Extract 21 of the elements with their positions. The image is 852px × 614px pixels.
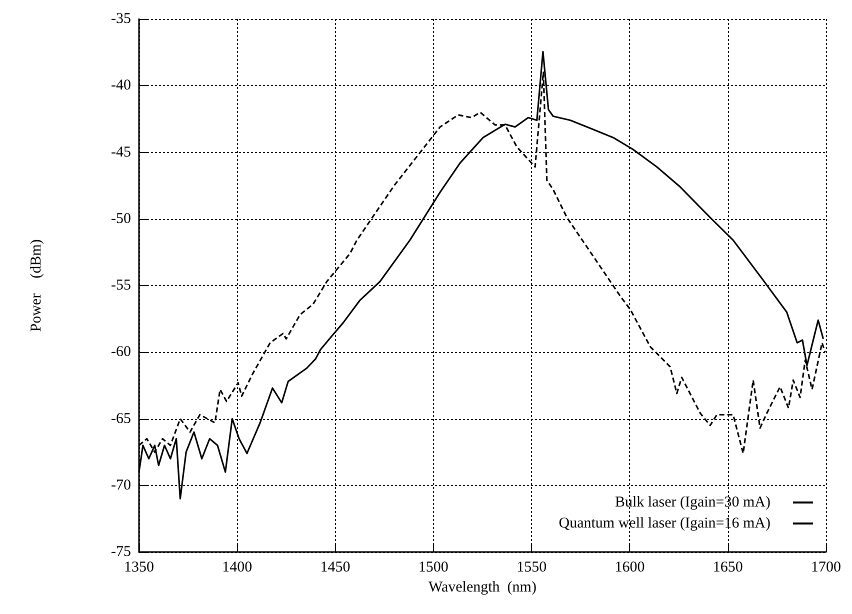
x-tick-label: 1650 <box>712 560 743 576</box>
y-tick-label: -50 <box>111 210 131 227</box>
y-tick-label: -70 <box>111 477 131 494</box>
x-tick-label: 1400 <box>222 560 252 576</box>
y-tick-label: -35 <box>111 11 131 27</box>
y-tick-label: -55 <box>111 278 131 294</box>
legend-label: Bulk laser (Igain=30 mA) <box>614 494 770 510</box>
x-tick-label: 1350 <box>124 560 154 576</box>
x-tick-label: 1700 <box>811 560 841 576</box>
x-tick-label: 1450 <box>320 560 350 576</box>
x-tick-label: 1600 <box>614 560 645 576</box>
y-tick-label: -45 <box>111 144 131 160</box>
x-axis-title: Wavelength (nm) <box>428 579 536 596</box>
x-tick-label: 1500 <box>418 560 448 576</box>
y-tick-label: -60 <box>111 344 131 360</box>
x-tick-label: 1550 <box>516 560 547 576</box>
legend-label: Quantum well laser (Igain=16 mA) <box>558 516 770 532</box>
y-tick-label: -65 <box>111 410 131 427</box>
y-tick-label: -75 <box>111 544 131 560</box>
y-tick-label: -40 <box>111 78 131 94</box>
y-axis-title: Power (dBm) <box>28 239 44 332</box>
